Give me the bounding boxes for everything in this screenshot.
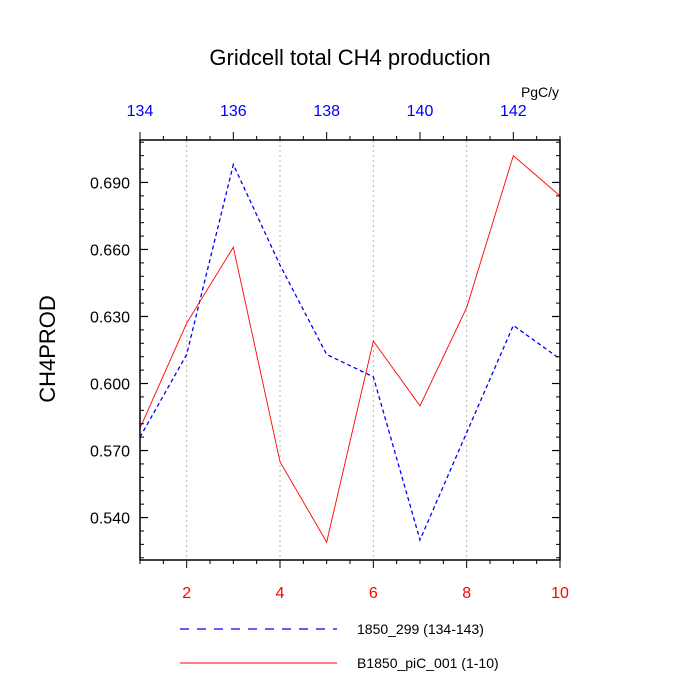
y-axis-label: CH4PROD (35, 295, 60, 403)
tick-labels: 0.540 0.570 0.600 0.630 0.660 0.690 2 4 6 8 10 134 1… (90, 103, 569, 602)
x-bottom-tick-label: 4 (276, 585, 285, 602)
y-tick-label: 0.600 (90, 377, 130, 394)
series-line-1 (139, 154, 561, 544)
x-top-tick-label: 136 (220, 103, 247, 120)
axis-ticks (139, 132, 561, 568)
x-bottom-tick-label: 10 (551, 585, 569, 602)
y-tick-label: 0.570 (90, 444, 130, 461)
y-tick-label: 0.540 (90, 511, 130, 528)
series-line-0 (139, 162, 561, 542)
y-tick-label: 0.690 (90, 175, 130, 192)
chart-title: Gridcell total CH4 production (209, 45, 490, 70)
legend-label-1: B1850_piC_001 (1-10) (357, 655, 499, 671)
x-top-tick-label: 134 (127, 103, 154, 120)
plot-frame (139, 139, 561, 561)
x-top-tick-label: 138 (313, 103, 340, 120)
x-bottom-tick-label: 6 (369, 585, 378, 602)
legend-label-0: 1850_299 (134-143) (357, 621, 484, 637)
units-label: PgC/y (521, 84, 559, 100)
gridlines (186, 140, 468, 560)
y-tick-label: 0.660 (90, 242, 130, 259)
x-top-tick-label: 140 (407, 103, 434, 120)
x-bottom-tick-label: 8 (462, 585, 471, 602)
y-tick-label: 0.630 (90, 309, 130, 326)
legend: 1850_299 (134-143) B1850_piC_001 (1-10) (180, 621, 499, 671)
x-bottom-tick-label: 2 (182, 585, 191, 602)
series-lines (139, 154, 561, 544)
x-top-tick-label: 142 (500, 103, 527, 120)
